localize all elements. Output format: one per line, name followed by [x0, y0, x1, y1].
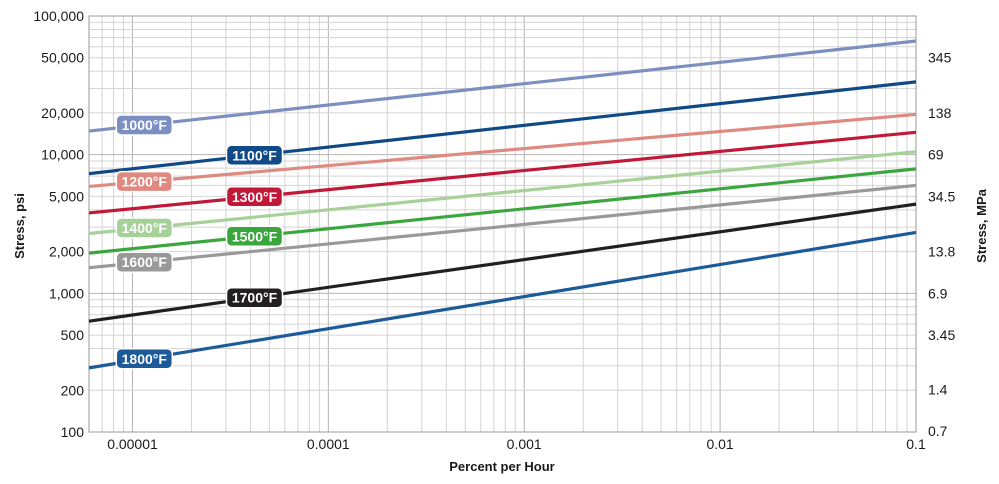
series-label-1600F: 1600°F	[115, 251, 174, 273]
y-right-tick-label: 3.45	[928, 327, 955, 343]
series-label-text: 1700°F	[232, 290, 278, 306]
series-label-text: 1500°F	[232, 228, 278, 244]
series-label-1300F: 1300°F	[225, 186, 284, 208]
series-label-1700F: 1700°F	[225, 286, 284, 309]
y-tick-label: 20,000	[41, 105, 84, 121]
y-tick-label: 500	[61, 327, 85, 343]
series-line-1100F	[88, 80, 917, 176]
series-line-1500F	[88, 167, 917, 255]
series-lines	[88, 39, 917, 370]
y-right-tick-label: 138	[928, 105, 952, 121]
series-labels: 1000°F 1100°F 1200°F 1300°F 1400°F 1500°F 1600…	[115, 114, 284, 370]
series-label-text: 1200°F	[122, 174, 168, 190]
series-label-1500F: 1500°F	[225, 225, 284, 248]
series-label-box	[225, 225, 284, 248]
series-label-text: 1400°F	[122, 220, 168, 236]
series-label-box	[115, 348, 174, 370]
series-label-1400F: 1400°F	[115, 217, 174, 239]
y-right-tick-label: 13.8	[928, 244, 955, 260]
series-label-box	[115, 170, 174, 193]
y-tick-label: 50,000	[41, 50, 84, 66]
series-line-1400F	[88, 150, 917, 236]
series-line-1200F	[88, 112, 917, 189]
series-label-box	[225, 286, 284, 309]
plot-frame	[88, 15, 917, 433]
x-tick-label: 0.001	[507, 436, 542, 452]
series-label-text: 1800°F	[122, 351, 168, 367]
y-right-tick-label: 1.4	[928, 381, 948, 397]
series-line-1000F	[88, 39, 917, 133]
y-tick-label: 10,000	[41, 147, 84, 163]
series-label-box	[115, 217, 174, 239]
y-tick-label: 100,000	[33, 8, 84, 24]
x-axis-title: Percent per Hour	[449, 459, 554, 474]
y-right-tick-label: 6.9	[928, 285, 948, 301]
series-label-text: 1100°F	[232, 147, 277, 163]
tick-labels: 0.00001 0.0001 0.001 0.01 0.1 100 200 500 1,000 2…	[33, 8, 955, 452]
series-label-1000F: 1000°F	[115, 114, 174, 136]
series-label-text: 1300°F	[232, 189, 278, 205]
series-line-1300F	[88, 130, 917, 215]
series-label-box	[225, 144, 284, 167]
y-tick-label: 200	[61, 382, 85, 398]
y-tick-label: 2,000	[49, 244, 84, 260]
y-right-tick-label: 345	[928, 50, 952, 66]
y-axis-right-title: Stress, MPa	[974, 188, 989, 262]
y-tick-label: 5,000	[49, 188, 84, 204]
series-label-1800F: 1800°F	[115, 348, 174, 370]
series-label-box	[225, 186, 284, 208]
series-label-1200F: 1200°F	[115, 170, 174, 193]
series-label-box	[115, 251, 174, 273]
series-label-box	[115, 114, 174, 136]
y-right-tick-label: 34.5	[928, 188, 955, 204]
x-tick-label: 0.1	[906, 436, 926, 452]
x-tick-label: 0.01	[706, 436, 733, 452]
grid	[88, 16, 917, 433]
series-label-1100F: 1100°F	[225, 144, 284, 167]
y-right-tick-label: 69	[928, 147, 944, 163]
x-tick-label: 0.00001	[107, 436, 158, 452]
y-right-tick-label: 0.7	[928, 423, 948, 439]
x-tick-label: 0.0001	[307, 436, 350, 452]
series-line-1800F	[88, 230, 917, 370]
y-tick-label: 1,000	[49, 285, 84, 301]
series-label-text: 1000°F	[122, 117, 168, 133]
y-tick-label: 100	[61, 424, 85, 440]
series-line-1600F	[88, 183, 917, 270]
y-axis-title: Stress, psi	[12, 193, 27, 259]
series-label-text: 1600°F	[122, 254, 168, 270]
